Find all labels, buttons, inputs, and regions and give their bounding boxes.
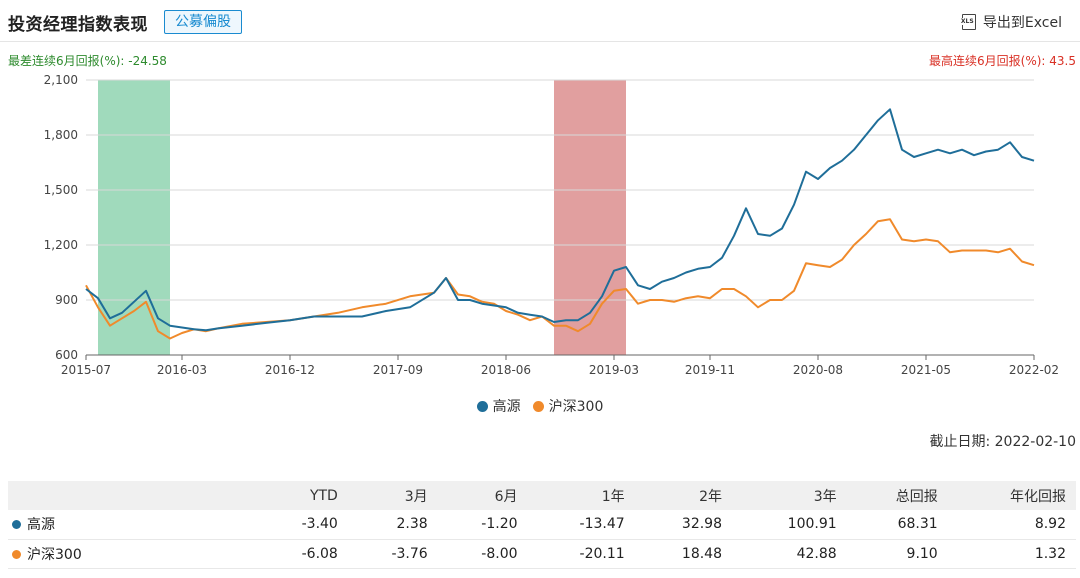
header-cell: 总回报 (846, 481, 948, 510)
table-cell: -3.76 (347, 539, 438, 569)
xls-file-icon: XLS (959, 14, 978, 30)
series-line-gaoyuan (85, 108, 1035, 332)
best-period-band (554, 80, 626, 355)
y-tick-label: 1,200 (44, 238, 78, 252)
table-cell: -1.20 (437, 510, 528, 540)
x-tick-label: 2015-07 (61, 363, 111, 377)
category-tag[interactable]: 公募偏股 (164, 10, 242, 34)
table-cell: 8.92 (947, 510, 1076, 540)
x-tick-label: 2016-03 (157, 363, 207, 377)
header-cell: 6月 (437, 481, 528, 510)
table-cell: -13.47 (527, 510, 635, 540)
table-row: 沪深300 -6.08 -3.76 -8.00 -20.11 18.48 42.… (8, 539, 1076, 569)
header-cell: YTD (258, 481, 348, 510)
x-tick-label: 2022-02 (1009, 363, 1059, 377)
performance-line-chart: 600 900 1,200 1,500 1,800 2,100 2015-07 2016-03… (44, 73, 1059, 377)
y-tick-label: 1,500 (44, 183, 78, 197)
header-cell: 2年 (634, 481, 733, 510)
header-cell: 1年 (527, 481, 635, 510)
table-cell: 68.31 (846, 510, 948, 540)
legend-label-hs300: 沪深300 (548, 399, 604, 415)
legend-dot-gaoyuan (476, 400, 488, 412)
export-label: 导出到Excel (982, 15, 1062, 31)
export-excel-button[interactable]: XLS 导出到Excel (959, 12, 1062, 32)
as-of-date: 截止日期: 2022-02-10 (929, 434, 1076, 450)
row-dot-hs300 (12, 549, 21, 559)
table-cell: -3.40 (258, 510, 348, 540)
table-cell: 42.88 (732, 539, 847, 569)
row-name-cell: 高源 (8, 510, 258, 540)
best-streak-label: 最高连续6月回报(%): 43.5 (929, 54, 1076, 68)
header-cell: 3月 (347, 481, 438, 510)
table-cell: 32.98 (634, 510, 733, 540)
x-tick-label: 2017-09 (373, 363, 423, 377)
row-dot-gaoyuan (12, 520, 21, 530)
y-tick-label: 900 (55, 293, 78, 307)
worst-streak-label: 最差连续6月回报(%): -24.58 (8, 54, 167, 68)
table-cell: 100.91 (732, 510, 847, 540)
y-tick-label: 2,100 (44, 73, 78, 87)
header-cell: 3年 (732, 481, 847, 510)
page-header: 投资经理指数表现 公募偏股 XLS 导出到Excel (0, 0, 1080, 42)
legend-label-gaoyuan: 高源 (492, 399, 521, 415)
table-cell: -20.11 (527, 539, 635, 569)
worst-period-band (98, 80, 170, 355)
row-name: 高源 (27, 517, 55, 534)
series-line-hs300 (85, 218, 1035, 340)
table-cell: 1.32 (947, 539, 1076, 569)
x-tick-label: 2021-05 (901, 363, 951, 377)
x-tick-label: 2019-11 (685, 363, 735, 377)
table-row: 高源 -3.40 2.38 -1.20 -13.47 32.98 100.91 … (8, 510, 1076, 540)
legend-item-hs300[interactable]: 沪深300 (532, 396, 604, 416)
table-header-row: YTD 3月 6月 1年 2年 3年 总回报 年化回报 (8, 481, 1076, 510)
y-tick-label: 1,800 (44, 128, 78, 142)
table-cell: -8.00 (437, 539, 528, 569)
table-cell: 2.38 (347, 510, 438, 540)
page-title: 投资经理指数表现 (8, 15, 148, 35)
y-tick-label: 600 (55, 348, 78, 362)
table-cell: 18.48 (634, 539, 733, 569)
x-tick-label: 2016-12 (265, 363, 315, 377)
row-name: 沪深300 (27, 546, 82, 563)
x-tick-label: 2018-06 (481, 363, 531, 377)
table-cell: 9.10 (846, 539, 948, 569)
legend-item-gaoyuan[interactable]: 高源 (476, 396, 521, 416)
table-cell: -6.08 (258, 539, 348, 569)
returns-table: YTD 3月 6月 1年 2年 3年 总回报 年化回报 高源 -3.40 2.3… (8, 481, 1076, 569)
x-tick-label: 2020-08 (793, 363, 843, 377)
chart-legend: 高源 沪深300 (0, 396, 1080, 416)
header-cell (8, 481, 258, 510)
row-name-cell: 沪深300 (8, 539, 258, 569)
x-tick-label: 2019-03 (589, 363, 639, 377)
header-cell: 年化回报 (947, 481, 1076, 510)
legend-dot-hs300 (532, 400, 544, 412)
